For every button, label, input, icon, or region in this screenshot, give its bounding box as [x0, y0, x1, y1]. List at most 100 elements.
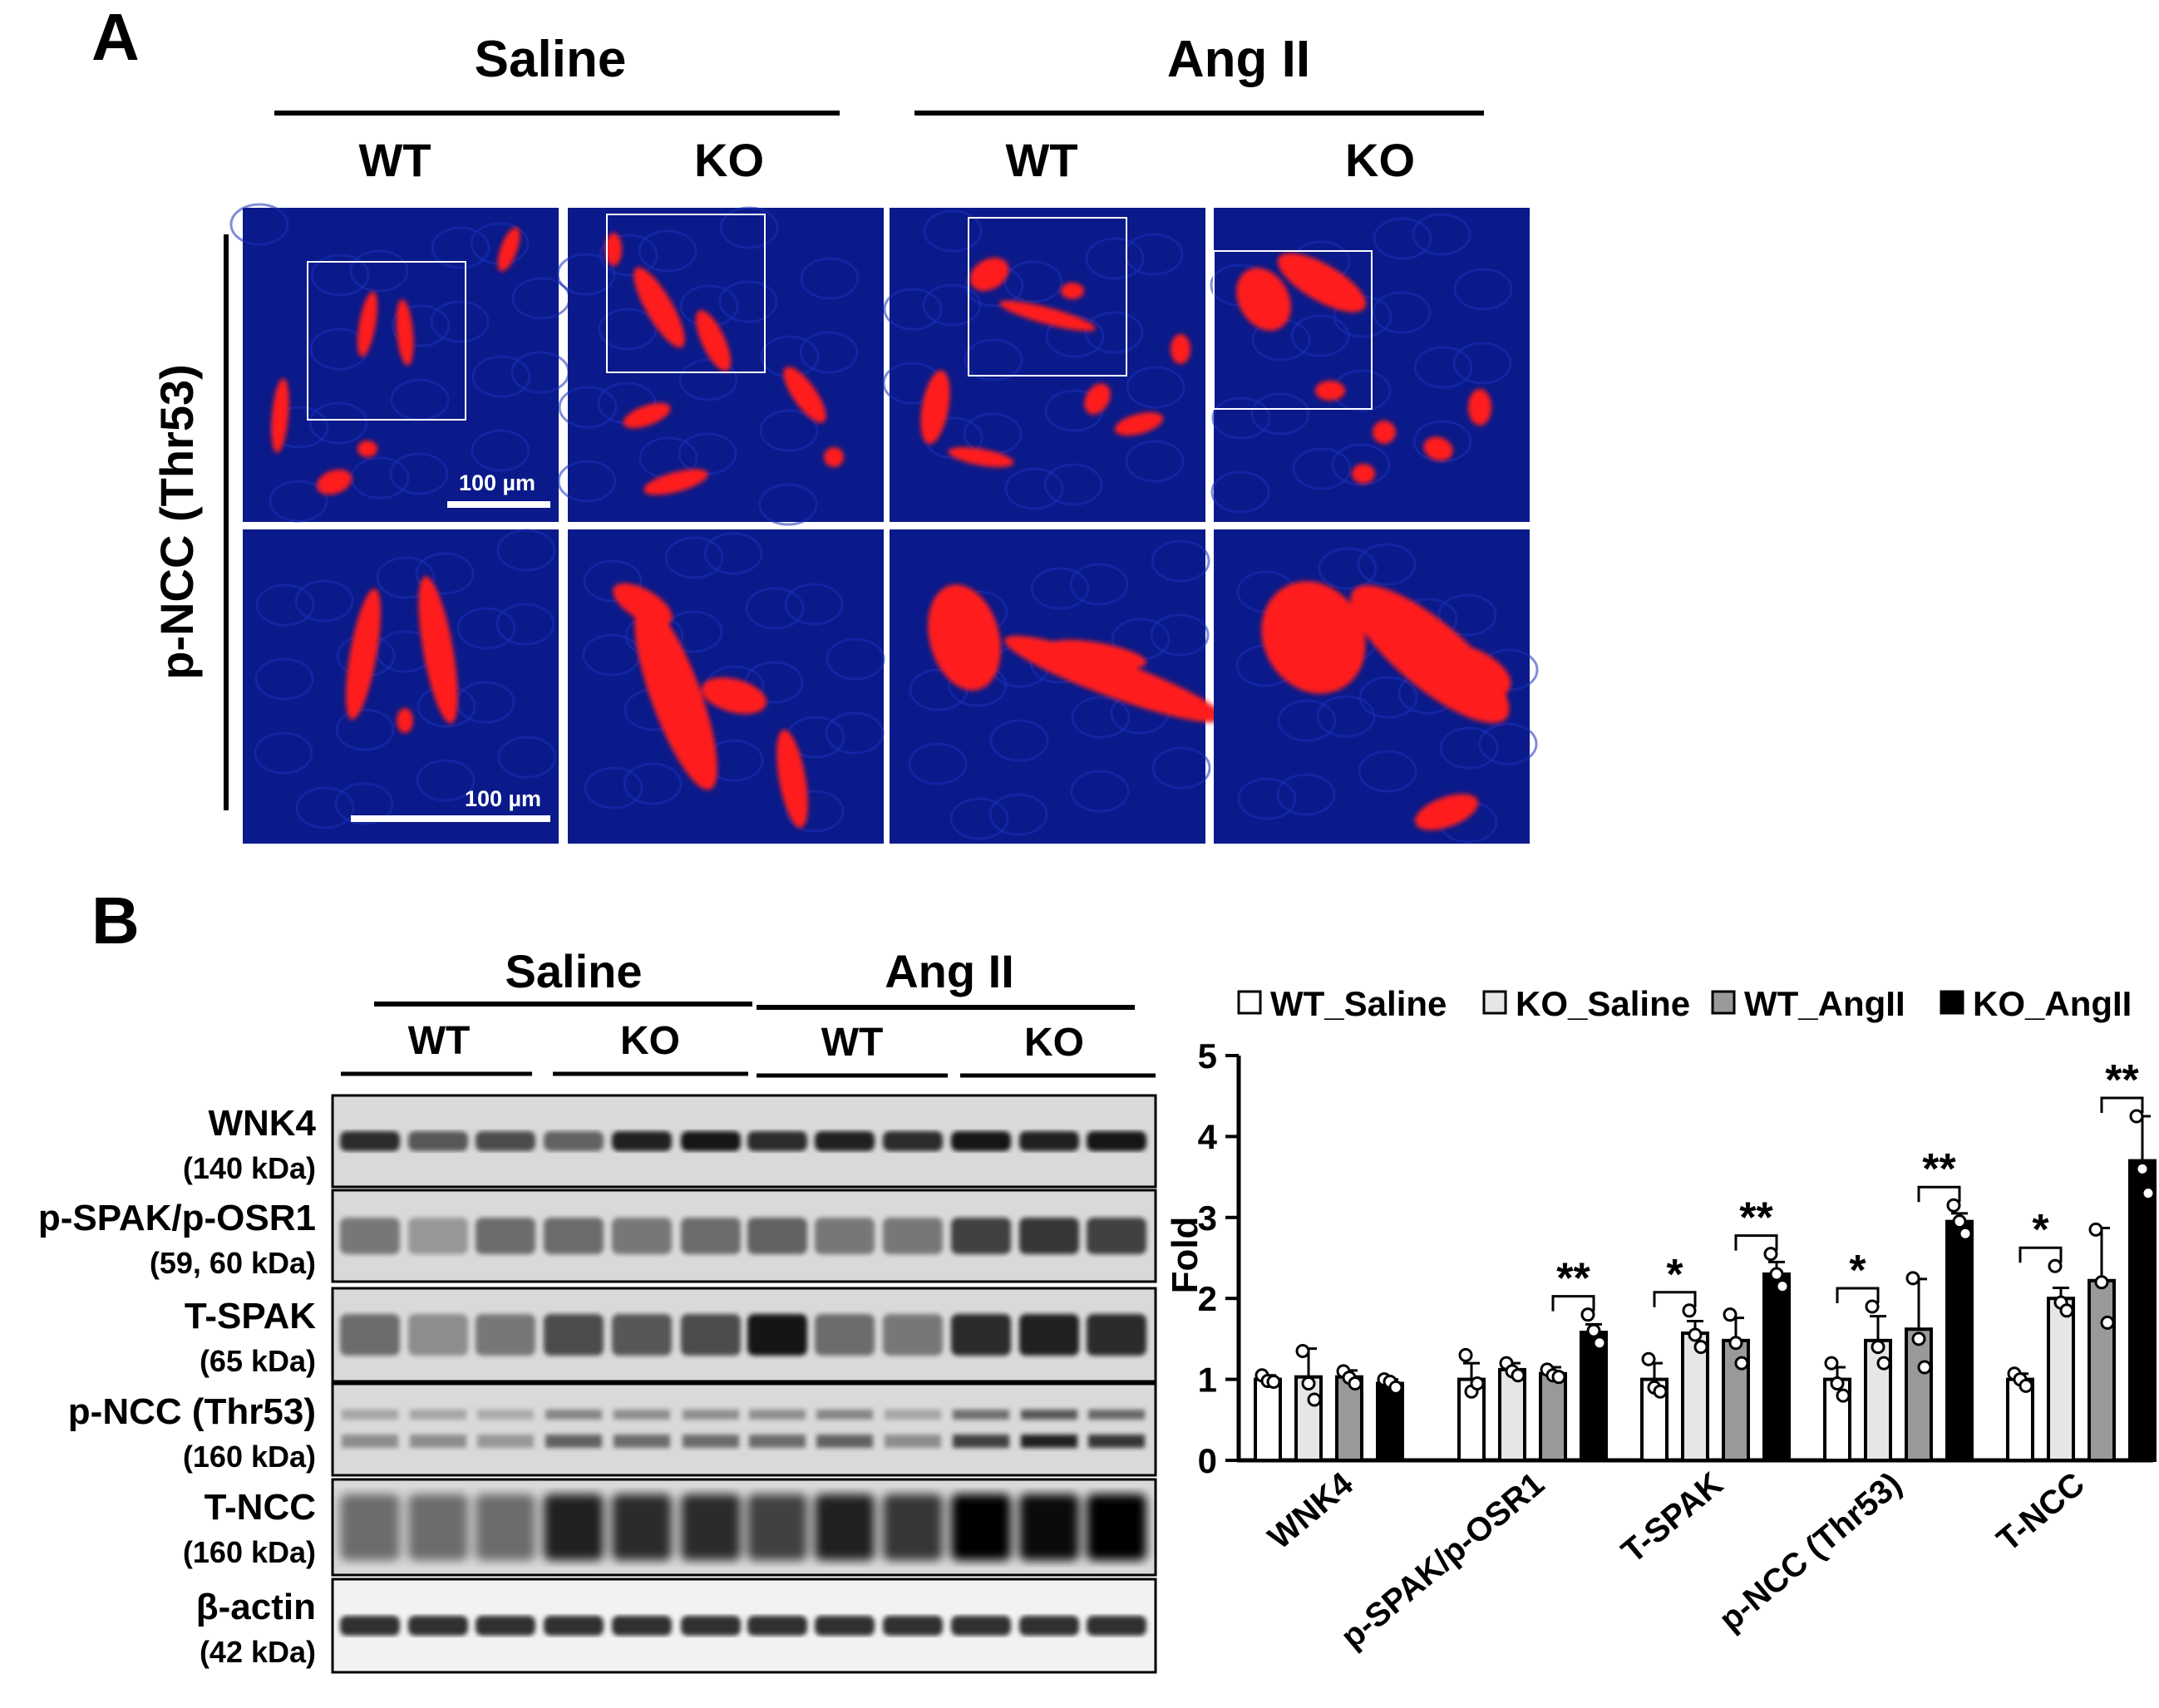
panel-a-genotype-label: WT [1005, 134, 1077, 186]
data-point [1734, 1356, 1749, 1371]
panel-a-group-label-angii: Ang II [1167, 31, 1310, 88]
inset-box [1213, 250, 1373, 410]
micrograph-panel [1210, 208, 1530, 522]
panel-a-genotype-label: KO [694, 134, 764, 186]
panel-b-letter: B [91, 884, 140, 957]
significance-bracket [1653, 1291, 1697, 1307]
data-point [1693, 1340, 1708, 1355]
y-tick-label: 5 [1198, 1036, 1217, 1075]
blot-protein-label: WNK4 [208, 1103, 316, 1144]
bar [1294, 1375, 1323, 1462]
blot-row: p-SPAK/p-OSR1 (59, 60 kDa) [38, 1189, 1157, 1283]
blot-genotype-label: WT [408, 1019, 471, 1063]
y-tick-label: 2 [1198, 1279, 1217, 1318]
micrograph-grid [229, 203, 1539, 844]
data-point [1830, 1376, 1845, 1391]
significance-label: * [1666, 1251, 1683, 1299]
data-point [1301, 1376, 1316, 1391]
inset-box [606, 214, 766, 373]
data-point [1911, 1331, 1926, 1346]
data-point [2088, 1222, 2103, 1237]
data-point [1641, 1351, 1656, 1366]
micrograph-panel [556, 206, 884, 526]
blot-size-label: (160 kDa) [183, 1535, 316, 1569]
blot-row: β-actin (42 kDa) [196, 1578, 1157, 1674]
blot-protein-label: β-actin [196, 1587, 316, 1627]
bar [2088, 1278, 2116, 1462]
data-point [2129, 1109, 2144, 1124]
blot-row: WNK4 (140 kDa) [183, 1094, 1157, 1189]
blot-genotype-label: WT [821, 1021, 884, 1065]
x-tick-label: p-NCC (Thr53) [1713, 1465, 1909, 1638]
bar [2047, 1297, 2075, 1462]
data-point [1682, 1303, 1697, 1318]
panel-a-group-saline: Saline WT KO [274, 31, 840, 186]
bar [1498, 1367, 1526, 1462]
blot-group-label-angii: Ang II [885, 945, 1014, 997]
significance-bracket [1836, 1287, 1880, 1303]
bar [2128, 1159, 2157, 1462]
legend-swatch [1482, 990, 1507, 1015]
blot-size-label: (42 kDa) [200, 1635, 316, 1669]
significance-label: ** [1922, 1145, 1956, 1194]
significance-bracket [2019, 1246, 2063, 1263]
data-point [2094, 1275, 2109, 1290]
scale-bar-label: 100 µm [465, 786, 541, 811]
blot-group-label-saline: Saline [505, 945, 643, 997]
y-tick-label: 3 [1198, 1199, 1217, 1238]
y-tick-label: 4 [1198, 1117, 1218, 1156]
data-point [1653, 1384, 1668, 1399]
data-point [2135, 1161, 2150, 1176]
micrograph-panel [243, 529, 559, 844]
panel-a-genotype-label: WT [358, 134, 431, 186]
scale-bar-top: 100 µm [447, 470, 550, 508]
scale-bar-bottom: 100 µm [351, 786, 550, 822]
significance-bracket [1551, 1295, 1595, 1312]
data-point [2141, 1186, 2156, 1201]
data-point [1952, 1214, 1967, 1229]
row-label: p-NCC (Thr53) [150, 364, 203, 680]
y-tick-label: 1 [1198, 1361, 1217, 1400]
data-point [1775, 1279, 1790, 1294]
y-axis-label: Fold [1165, 1217, 1205, 1294]
x-tick-label: WNK4 [1261, 1465, 1360, 1557]
legend-swatch [1940, 990, 1964, 1015]
bar [1681, 1331, 1709, 1463]
data-point [1348, 1376, 1363, 1391]
data-point [1295, 1344, 1310, 1359]
data-point [1917, 1360, 1932, 1375]
data-point [1769, 1267, 1784, 1282]
data-point [1458, 1347, 1473, 1362]
significance-label: ** [1739, 1194, 1773, 1243]
micrograph-panel [229, 203, 571, 523]
data-point [1266, 1375, 1281, 1390]
significance-marks: ** ********* [1551, 1056, 2144, 1312]
data-point [2059, 1303, 2074, 1318]
significance-label: ** [1556, 1255, 1590, 1303]
bar [1335, 1375, 1363, 1462]
significance-label: ** [2105, 1056, 2139, 1105]
panel-a-letter: A [91, 0, 140, 74]
data-point [1876, 1356, 1891, 1371]
data-point [1871, 1340, 1885, 1355]
data-point [1470, 1376, 1485, 1391]
data-point [2100, 1315, 2115, 1330]
data-point [1946, 1198, 1961, 1213]
blot-size-label: (59, 60 kDa) [150, 1246, 316, 1280]
bar [1945, 1219, 1974, 1463]
inset-box [968, 217, 1127, 377]
blot-protein-label: T-SPAK [185, 1296, 316, 1336]
significance-bracket [1917, 1185, 1961, 1203]
legend-label: KO_AngII [1973, 984, 2132, 1023]
data-point [1580, 1307, 1595, 1322]
blot-protein-label: T-NCC [205, 1487, 316, 1528]
data-point [1723, 1307, 1738, 1322]
significance-label: * [1849, 1247, 1866, 1295]
bar [1580, 1331, 1608, 1463]
x-tick-label: p-SPAK/p-OSR1 [1334, 1465, 1551, 1656]
data-point [1388, 1380, 1403, 1395]
data-point [1551, 1370, 1566, 1385]
data-point [1836, 1388, 1851, 1403]
bar [1254, 1377, 1282, 1462]
panel-a-group-label-saline: Saline [475, 31, 627, 88]
